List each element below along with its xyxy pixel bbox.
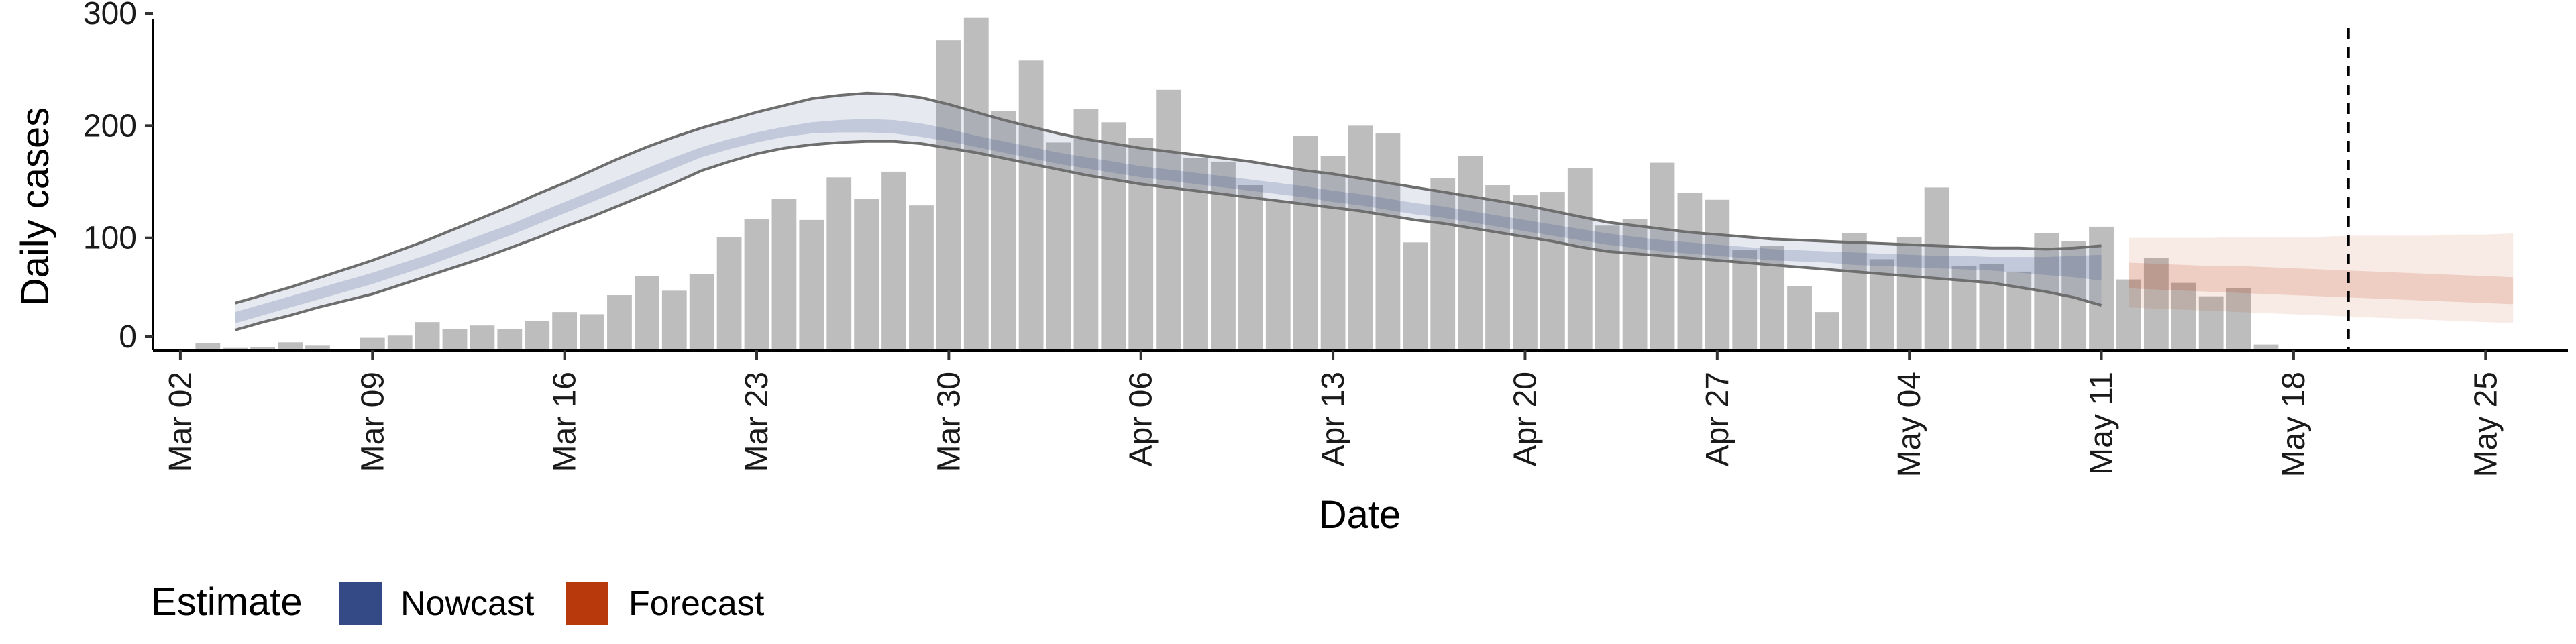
bar (1567, 168, 1593, 351)
x-tick-label: Apr 06 (1124, 372, 1159, 466)
bar (771, 199, 797, 350)
bar (278, 342, 303, 350)
x-tick-label: Mar 02 (163, 372, 199, 472)
y-tick-label: 300 (83, 0, 137, 32)
bar (909, 205, 934, 350)
bar (1513, 195, 1538, 350)
nowcast-layer (235, 93, 2102, 330)
bar (1128, 138, 1154, 351)
bar (634, 276, 659, 350)
bar (1348, 125, 1373, 350)
bar (525, 321, 550, 350)
x-tick-label: May 11 (2084, 372, 2120, 475)
bar (250, 346, 276, 350)
bar (1458, 156, 1483, 350)
bar (1787, 286, 1812, 350)
x-tick-label: Apr 27 (1700, 372, 1735, 466)
x-tick-label: Mar 09 (355, 372, 390, 472)
forecast-layer (2129, 233, 2514, 323)
y-tick-label: 100 (83, 221, 137, 256)
bar (1595, 225, 1620, 350)
x-tick-label: May 04 (1892, 372, 1927, 477)
y-axis-title: Daily cases (13, 107, 57, 307)
legend-swatch-forecast (566, 582, 608, 625)
y-tick-label: 200 (83, 108, 137, 144)
bar (1924, 187, 1949, 350)
bar (1101, 122, 1126, 350)
bar (2226, 288, 2251, 350)
bar (1156, 89, 1181, 351)
bar (1732, 250, 1758, 350)
nowcast-upper-line (235, 91, 2102, 305)
legend-label-forecast: Forecast (629, 584, 765, 623)
bar (1403, 242, 1428, 350)
bar (826, 177, 852, 350)
bar (881, 171, 906, 350)
x-tick-label: Mar 23 (739, 372, 775, 472)
x-tick-label: Apr 13 (1316, 372, 1351, 466)
bar (1018, 60, 1044, 350)
bar (1046, 142, 1071, 350)
bar (2198, 296, 2224, 350)
bar (1430, 178, 1456, 350)
bar (195, 343, 221, 350)
axes-layer: 0 100 200 300 Mar 02 Mar 09 Mar 16 Mar 23 Mar 30… (83, 0, 2568, 477)
bar (689, 274, 714, 350)
bar (1073, 109, 1099, 351)
bar (1485, 185, 1510, 350)
bar (1896, 236, 1922, 350)
bar (1815, 312, 1839, 350)
bar (387, 335, 413, 350)
bar (799, 219, 824, 350)
bar (415, 322, 440, 350)
bar (716, 236, 742, 350)
x-tick-label: Apr 20 (1507, 372, 1543, 466)
x-tick-label: May 18 (2276, 372, 2312, 477)
x-axis-title: Date (1319, 493, 1401, 537)
legend: Estimate Nowcast Forecast (151, 580, 765, 625)
bar (1705, 199, 1730, 350)
forecast-band-50 (2129, 262, 2514, 305)
nowcast-lower-line (235, 140, 2102, 331)
bar (2116, 279, 2141, 350)
bar (1841, 233, 1867, 350)
nowcast-band-90 (235, 93, 2102, 330)
forecast-band-90 (2129, 233, 2514, 323)
bar (497, 329, 523, 350)
legend-swatch-nowcast (339, 582, 382, 625)
bar (936, 40, 961, 350)
legend-title: Estimate (151, 580, 303, 624)
bar (1320, 156, 1346, 350)
bar (1677, 193, 1703, 350)
bar (2253, 344, 2279, 350)
x-tick-label: May 25 (2468, 372, 2504, 477)
bar (360, 337, 385, 350)
bar (991, 111, 1016, 350)
x-tick-label: Mar 30 (931, 372, 967, 472)
bar (552, 312, 578, 350)
bar (1375, 133, 1401, 351)
legend-label-nowcast: Nowcast (400, 584, 535, 623)
bar (1979, 264, 2004, 350)
bar (744, 219, 769, 350)
bar (580, 314, 604, 350)
bar (1265, 201, 1291, 350)
bar (1238, 185, 1263, 350)
y-tick-label: 0 (119, 319, 137, 355)
bar (963, 17, 989, 350)
bar (1540, 192, 1565, 350)
bar (2143, 258, 2169, 350)
x-tick-label: Mar 16 (547, 372, 583, 472)
bar (607, 295, 632, 350)
bar (470, 325, 495, 350)
bar (661, 290, 687, 350)
outline-layer (235, 91, 2102, 331)
bar (2171, 282, 2196, 350)
bar (854, 199, 879, 350)
bar (1622, 219, 1648, 350)
bar (305, 345, 330, 350)
bar (442, 329, 468, 350)
